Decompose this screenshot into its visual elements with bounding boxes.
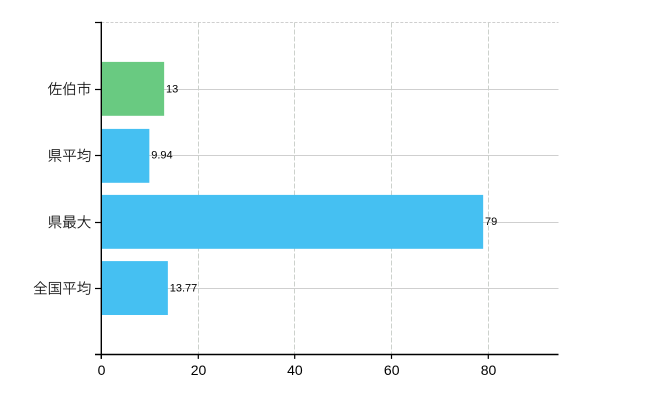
svg-text:13: 13	[166, 83, 178, 95]
svg-text:20: 20	[191, 362, 207, 378]
svg-text:80: 80	[481, 362, 497, 378]
svg-text:60: 60	[384, 362, 400, 378]
svg-text:79: 79	[485, 216, 497, 228]
svg-text:13.77: 13.77	[170, 282, 198, 294]
svg-text:0: 0	[98, 362, 106, 378]
svg-text:9.94: 9.94	[151, 150, 172, 162]
svg-text:40: 40	[287, 362, 303, 378]
